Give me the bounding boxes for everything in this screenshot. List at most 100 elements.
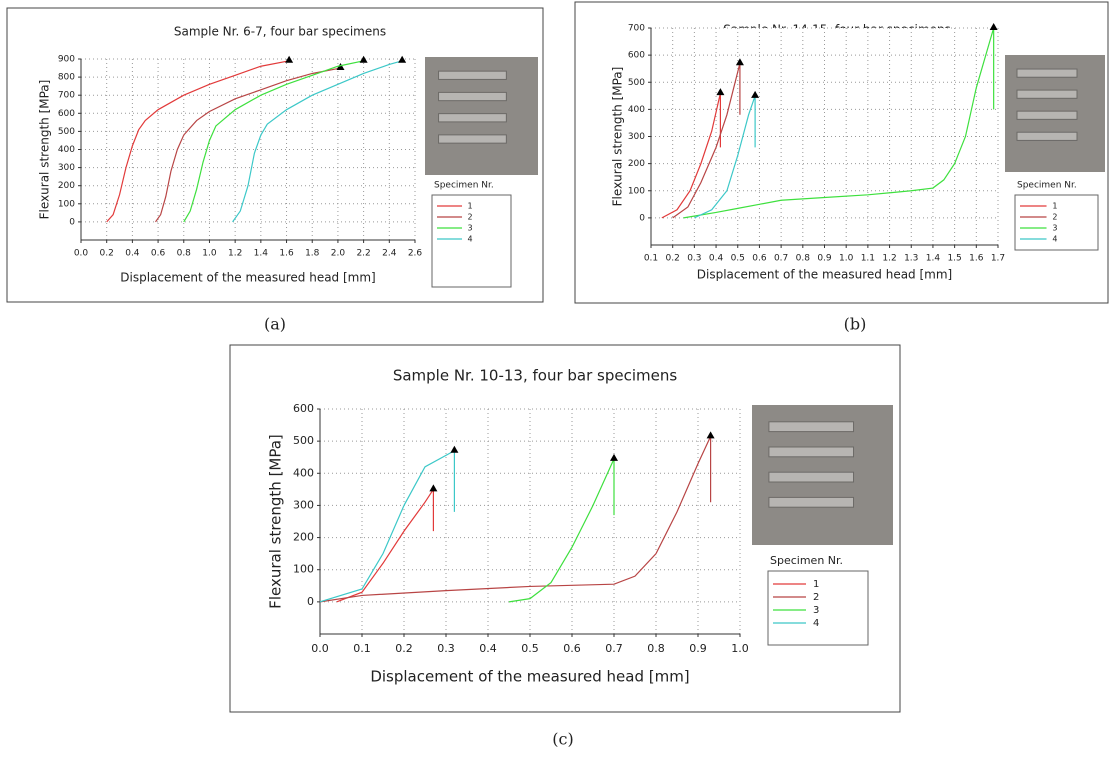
y-tick-label: 100: [628, 186, 645, 196]
x-tick-label: 0.2: [395, 642, 413, 655]
x-tick-label: 0.2: [666, 254, 680, 264]
y-tick-label: 600: [628, 51, 645, 61]
x-tick-label: 0.8: [177, 249, 192, 259]
y-tick-label: 400: [628, 105, 645, 115]
y-tick-label: 300: [58, 163, 75, 173]
x-tick-label: 0.1: [353, 642, 371, 655]
x-tick-label: 0.8: [796, 254, 811, 264]
x-tick-label: 0.4: [709, 254, 724, 264]
x-tick-label: 0.5: [731, 254, 745, 264]
break-marker: [450, 445, 459, 453]
y-axis-label: Flexural strength [MPa]: [611, 67, 625, 207]
legend-title: Specimen Nr.: [434, 181, 494, 191]
x-tick-label: 1.6: [279, 249, 294, 259]
specimen-bar: [438, 70, 507, 80]
legend-label: 3: [468, 224, 473, 233]
specimen-bar: [1016, 68, 1078, 78]
x-tick-label: 0.4: [125, 249, 140, 259]
x-tick-label: 0.2: [100, 249, 114, 259]
x-tick-label: 2.4: [382, 249, 397, 259]
legend-box: [1014, 194, 1099, 251]
y-tick-label: 700: [58, 91, 75, 101]
x-tick-label: 0.7: [774, 254, 788, 264]
break-marker: [716, 88, 725, 96]
legend-title: Specimen Nr.: [770, 554, 843, 567]
x-tick-label: 1.0: [839, 254, 854, 264]
legend-label: 2: [813, 592, 819, 603]
panel-label: (a): [264, 315, 286, 334]
x-tick-label: 0.1: [644, 254, 658, 264]
break-marker: [610, 453, 618, 461]
y-axis-label: Flexural strength [MPa]: [38, 80, 52, 220]
series-line: [319, 436, 712, 603]
x-tick-label: 1.0: [731, 642, 749, 655]
break-marker: [359, 55, 368, 63]
x-tick-label: 0.3: [437, 642, 455, 655]
legend-label: 2: [1052, 213, 1057, 222]
y-tick-label: 200: [628, 159, 645, 169]
y-tick-label: 400: [58, 145, 75, 155]
specimen-bar: [438, 113, 507, 123]
legend-label: 3: [813, 605, 819, 616]
series-line: [232, 60, 403, 223]
panel-label: (b): [844, 315, 867, 334]
break-marker: [285, 55, 294, 63]
x-tick-label: 0.4: [479, 642, 497, 655]
x-tick-label: 1.1: [861, 254, 875, 264]
x-tick-label: 2.0: [331, 249, 346, 259]
y-tick-label: 500: [58, 127, 75, 137]
x-axis-label: Displacement of the measured head [mm]: [697, 268, 952, 282]
x-axis-label: Displacement of the measured head [mm]: [370, 668, 689, 686]
x-tick-label: 0.8: [647, 642, 665, 655]
x-tick-label: 2.2: [356, 249, 370, 259]
specimen-bar: [768, 496, 855, 508]
y-tick-label: 100: [293, 563, 314, 576]
x-tick-label: 0.3: [687, 254, 701, 264]
x-tick-label: 0.9: [689, 642, 707, 655]
y-tick-label: 300: [628, 132, 645, 142]
x-tick-label: 1.5: [947, 254, 961, 264]
specimen-bar: [1016, 110, 1078, 120]
legend-label: 4: [813, 618, 819, 629]
y-tick-label: 500: [293, 434, 314, 447]
y-tick-label: 900: [58, 55, 75, 65]
series-line: [183, 60, 364, 223]
x-tick-label: 0.0: [74, 249, 89, 259]
y-tick-label: 0: [639, 213, 645, 223]
legend-label: 4: [468, 235, 473, 244]
x-tick-label: 0.7: [605, 642, 623, 655]
specimen-bar: [768, 421, 855, 433]
x-tick-label: 1.2: [228, 249, 242, 259]
x-tick-label: 0.6: [752, 254, 767, 264]
x-tick-label: 1.4: [926, 254, 941, 264]
y-tick-label: 0: [307, 595, 314, 608]
series-line: [155, 67, 341, 223]
x-tick-label: 1.4: [254, 249, 269, 259]
x-tick-label: 1.7: [991, 254, 1005, 264]
y-tick-label: 0: [69, 217, 75, 227]
specimen-bar: [1016, 89, 1078, 99]
y-tick-label: 400: [293, 466, 314, 479]
y-tick-label: 200: [293, 531, 314, 544]
panel-label: (c): [552, 730, 573, 749]
legend-label: 1: [813, 579, 819, 590]
specimen-bar: [438, 134, 507, 144]
legend-label: 3: [1052, 224, 1057, 233]
x-tick-label: 1.2: [882, 254, 896, 264]
y-tick-label: 200: [58, 181, 75, 191]
y-axis-label: Flexural strength [MPa]: [267, 434, 285, 609]
legend-title: Specimen Nr.: [1017, 181, 1077, 191]
x-tick-label: 0.6: [563, 642, 581, 655]
x-tick-label: 0.9: [817, 254, 832, 264]
legend-label: 1: [1052, 202, 1057, 211]
y-tick-label: 600: [58, 109, 75, 119]
x-tick-label: 1.6: [969, 254, 984, 264]
specimen-bar: [768, 471, 855, 483]
legend-box: [431, 194, 512, 288]
legend-box: [767, 570, 869, 646]
break-marker: [751, 90, 760, 98]
break-marker: [706, 431, 715, 439]
break-marker: [989, 23, 998, 30]
